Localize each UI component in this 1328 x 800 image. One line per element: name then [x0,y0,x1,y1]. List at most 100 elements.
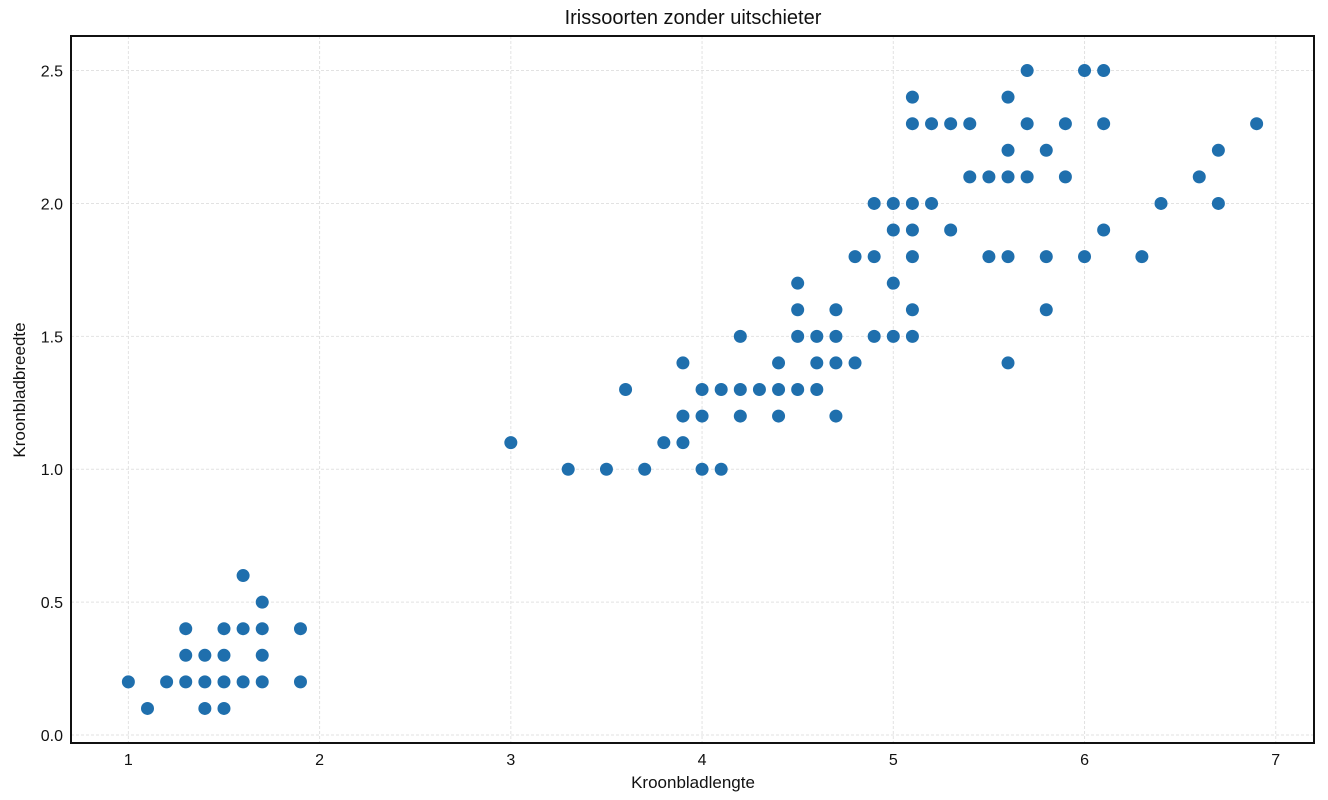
data-point [905,117,919,131]
data-point [1211,196,1225,210]
data-point [714,462,728,476]
data-point [236,675,250,689]
data-point [829,409,843,423]
data-point [140,701,154,715]
data-point [217,622,231,636]
data-point [1097,117,1111,131]
data-point [236,622,250,636]
data-point [733,409,747,423]
data-point [676,436,690,450]
data-point [1039,303,1053,317]
x-axis-label: Kroonbladlengte [631,773,755,792]
data-point [886,329,900,343]
data-point [160,675,174,689]
data-point [599,462,613,476]
data-point [944,117,958,131]
y-tick-label: 2.5 [41,64,63,81]
data-point [293,622,307,636]
data-point [676,409,690,423]
data-point [1097,64,1111,78]
x-tick-label: 6 [1080,752,1089,769]
data-point [255,595,269,609]
plot-frame [70,35,1315,744]
y-axis-ticks: 0.0 0.5 1.0 1.5 2.0 2.5 [41,64,63,745]
data-point [1058,117,1072,131]
data-point [905,90,919,104]
data-point [1135,250,1149,264]
data-point [1154,196,1168,210]
data-point [179,622,193,636]
data-point [1020,117,1034,131]
data-point [1078,250,1092,264]
data-point [1250,117,1264,131]
data-point [198,648,212,662]
data-point [925,117,939,131]
data-point [752,383,766,396]
data-point [944,223,958,237]
data-point [695,409,709,423]
data-point [1078,64,1092,78]
data-point [886,223,900,237]
data-point [619,383,633,396]
data-point [1001,250,1015,264]
data-point [695,462,709,476]
x-tick-label: 7 [1271,752,1280,769]
data-point [561,462,575,476]
data-point [1001,170,1015,184]
data-point [886,276,900,290]
data-point [905,329,919,343]
data-point [1192,170,1206,184]
data-point [255,648,269,662]
data-point [791,383,805,396]
y-tick-label: 1.5 [41,329,63,346]
data-point [236,569,250,583]
data-point [829,303,843,317]
data-point [695,383,709,396]
data-point [810,383,824,396]
data-point [810,356,824,370]
data-point [217,648,231,662]
y-tick-label: 2.0 [41,196,63,213]
data-point [905,250,919,264]
x-tick-label: 2 [315,752,324,769]
data-point [905,303,919,317]
data-point [905,223,919,237]
data-point [657,436,671,450]
data-point [791,329,805,343]
data-point [772,356,786,370]
data-point [791,276,805,290]
data-point [733,329,747,343]
data-point [504,436,518,450]
x-axis-ticks: 1 2 3 4 5 6 7 [124,752,1280,769]
data-point [1020,170,1034,184]
data-point [791,303,805,317]
data-point [1039,250,1053,264]
y-tick-label: 0.5 [41,595,63,612]
data-point [867,250,881,264]
data-point [1211,143,1225,157]
data-point [733,383,747,396]
data-point [293,675,307,689]
data-point [714,383,728,396]
data-point [772,383,786,396]
data-point [255,675,269,689]
data-point [1039,143,1053,157]
data-point [1001,143,1015,157]
x-tick-label: 3 [506,752,515,769]
x-tick-label: 4 [698,752,707,769]
data-point [905,196,919,210]
data-point [255,622,269,636]
data-point [772,409,786,423]
data-point [925,196,939,210]
data-point [1001,90,1015,104]
data-point [810,329,824,343]
data-point [638,462,652,476]
data-point [179,675,193,689]
data-point [829,329,843,343]
data-point [982,250,996,264]
x-tick-label: 5 [889,752,898,769]
data-point [1058,170,1072,184]
data-point [829,356,843,370]
data-point [982,170,996,184]
